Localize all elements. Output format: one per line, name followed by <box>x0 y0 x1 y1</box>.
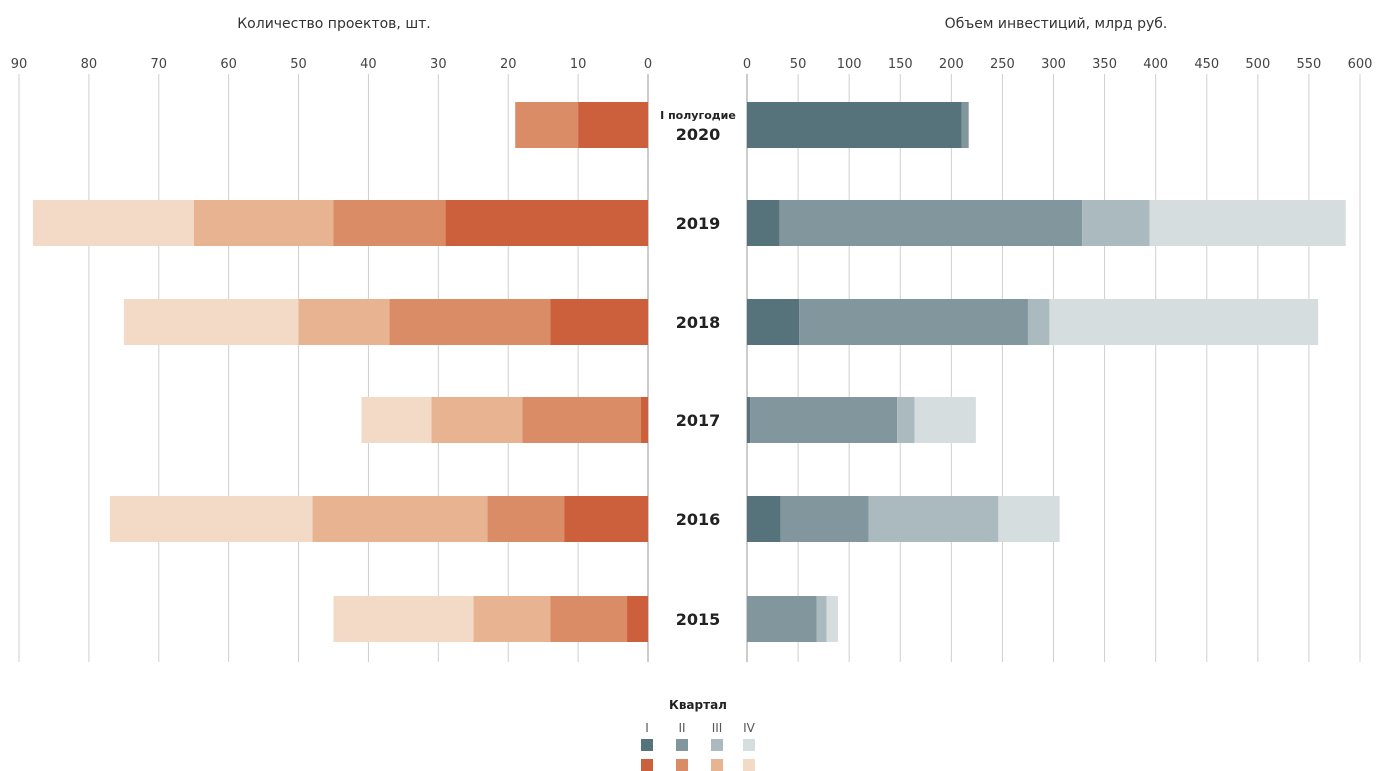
tick-label: 90 <box>11 57 28 72</box>
category-label: 2015 <box>676 610 721 629</box>
bar-projects-2018-qIII <box>298 299 390 345</box>
right-bars <box>747 102 1346 642</box>
tick-label: 20 <box>500 57 517 72</box>
bar-investment-2016-qIII <box>868 496 999 542</box>
legend-label: IV <box>743 721 756 735</box>
category-label: 2018 <box>676 313 721 332</box>
tick-label: 100 <box>837 57 862 72</box>
tick-label: 70 <box>151 57 168 72</box>
bar-investment-2018-qIV <box>1049 299 1319 345</box>
tick-label: 10 <box>570 57 587 72</box>
legend-label: I <box>645 721 649 735</box>
bar-projects-2015-qIV <box>333 596 474 642</box>
bar-investment-2015-qIII <box>816 596 827 642</box>
left-bars <box>32 102 648 642</box>
bar-investment-2015-qII <box>747 596 817 642</box>
bar-projects-2017-qI <box>641 397 648 443</box>
legend: Квартал I II III IV <box>641 698 756 771</box>
legend-swatch-projects <box>711 759 723 771</box>
bar-investment-2017-qIII <box>897 397 915 443</box>
category-labels: I полугодие 2020 2019 2018 2017 2016 2015 <box>660 109 736 629</box>
bar-projects-2016-qIII <box>312 496 488 542</box>
tick-label: 0 <box>743 57 751 72</box>
category-label: 2016 <box>676 510 721 529</box>
bar-projects-2015-qIII <box>473 596 551 642</box>
category-label: 2019 <box>676 214 721 233</box>
bar-projects-2017-qIII <box>431 397 523 443</box>
bar-investment-2019-qII <box>779 200 1083 246</box>
right-chart-title: Объем инвестиций, млрд руб. <box>945 16 1168 32</box>
legend-swatch-projects <box>641 759 653 771</box>
left-chart-title: Количество проектов, шт. <box>237 16 431 32</box>
bar-projects-2019-qI <box>445 200 648 246</box>
bar-projects-2020-qI <box>578 102 648 148</box>
bar-projects-2018-qIV <box>123 299 299 345</box>
tick-label: 30 <box>430 57 447 72</box>
tick-label: 50 <box>290 57 307 72</box>
tick-label: 300 <box>1041 57 1066 72</box>
bar-investment-2017-qII <box>750 397 898 443</box>
bar-investment-2016-qIV <box>998 496 1060 542</box>
bar-investment-2018-qIII <box>1027 299 1050 345</box>
right-tick-labels: 0 50 100 150 200 250 300 350 400 450 500 550 600 <box>743 57 1373 72</box>
bar-projects-2015-qI <box>627 596 648 642</box>
left-tick-labels: 90 80 70 60 50 40 30 20 10 0 <box>11 57 652 72</box>
category-label: 2020 <box>676 125 721 144</box>
category-label: 2017 <box>676 411 721 430</box>
bar-investment-2018-qI <box>747 299 800 345</box>
bar-investment-2019-qIV <box>1149 200 1346 246</box>
tick-label: 550 <box>1297 57 1322 72</box>
right-gridlines <box>746 74 1361 662</box>
bar-investment-2016-qI <box>747 496 781 542</box>
legend-swatch-projects <box>743 759 755 771</box>
bar-investment-2019-qI <box>747 200 780 246</box>
tick-label: 350 <box>1092 57 1117 72</box>
bar-projects-2020-qII <box>515 102 579 148</box>
tick-label: 40 <box>360 57 377 72</box>
legend-swatch-investment <box>743 739 755 751</box>
bar-investment-2017-qIV <box>914 397 976 443</box>
bar-projects-2016-qII <box>487 496 565 542</box>
legend-swatch-projects <box>676 759 688 771</box>
left-gridlines <box>18 74 649 662</box>
legend-swatch-investment <box>711 739 723 751</box>
bar-projects-2018-qI <box>550 299 648 345</box>
bar-projects-2019-qIII <box>193 200 334 246</box>
tick-label: 60 <box>220 57 237 72</box>
tick-label: 400 <box>1143 57 1168 72</box>
category-prefix: I полугодие <box>660 109 736 122</box>
bar-investment-2020-qII <box>961 102 969 148</box>
tick-label: 200 <box>939 57 964 72</box>
tick-label: 250 <box>990 57 1015 72</box>
bar-projects-2019-qII <box>333 200 446 246</box>
bar-investment-2017-qI <box>747 397 751 443</box>
bar-investment-2016-qII <box>780 496 869 542</box>
bar-investment-2015-qIV <box>826 596 838 642</box>
tick-label: 600 <box>1348 57 1373 72</box>
bar-projects-2017-qIV <box>361 397 432 443</box>
tick-label: 0 <box>644 57 652 72</box>
bar-projects-2019-qIV <box>32 200 194 246</box>
bar-investment-2020-qI <box>747 102 962 148</box>
bar-projects-2017-qII <box>522 397 642 443</box>
tick-label: 150 <box>888 57 913 72</box>
legend-label: III <box>712 721 723 735</box>
bar-projects-2016-qIV <box>109 496 313 542</box>
bar-projects-2016-qI <box>564 496 648 542</box>
bar-projects-2015-qII <box>550 596 628 642</box>
bar-investment-2018-qII <box>799 299 1028 345</box>
bar-investment-2019-qIII <box>1082 200 1150 246</box>
tick-label: 450 <box>1194 57 1219 72</box>
tick-label: 50 <box>790 57 807 72</box>
bar-projects-2018-qII <box>389 299 551 345</box>
legend-items: I II III IV <box>641 721 756 771</box>
legend-swatch-investment <box>676 739 688 751</box>
tick-label: 80 <box>81 57 98 72</box>
legend-title: Квартал <box>669 698 727 712</box>
tick-label: 500 <box>1245 57 1270 72</box>
legend-swatch-investment <box>641 739 653 751</box>
legend-label: II <box>678 721 685 735</box>
